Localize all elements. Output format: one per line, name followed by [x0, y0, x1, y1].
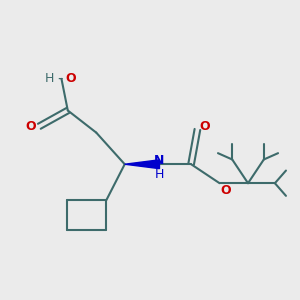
Text: H: H [155, 168, 164, 181]
Polygon shape [125, 160, 160, 169]
Text: O: O [199, 120, 210, 134]
Text: O: O [25, 120, 36, 133]
Text: -: - [57, 71, 63, 86]
Text: H: H [45, 72, 54, 85]
Text: N: N [154, 154, 165, 167]
Text: O: O [220, 184, 231, 197]
Text: O: O [65, 72, 76, 85]
